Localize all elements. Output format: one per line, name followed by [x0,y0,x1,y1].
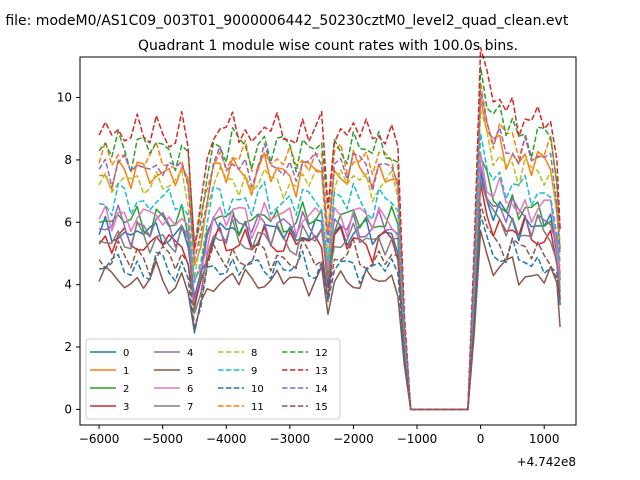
legend-label-4: 4 [187,348,193,359]
x-tick-label: −6000 [79,432,120,446]
legend-label-12: 12 [315,348,328,359]
x-tick-label: 0 [477,432,485,446]
series-line-6 [98,151,561,411]
legend-label-11: 11 [251,402,264,413]
legend-label-8: 8 [251,348,257,359]
legend-label-0: 0 [123,348,129,359]
y-tick-label: 4 [64,278,72,292]
legend-label-13: 13 [315,366,328,377]
x-tick-label: −4000 [206,432,247,446]
chart-title: Quadrant 1 module wise count rates with … [138,38,518,54]
y-tick-label: 6 [64,215,72,229]
plot-area [98,46,561,411]
series-line-13 [98,46,561,411]
x-tick-label: −3000 [270,432,311,446]
series-line-9 [98,132,561,411]
legend-label-6: 6 [187,384,193,395]
x-tick-label: −2000 [333,432,374,446]
series-line-5 [98,229,561,411]
legend-label-9: 9 [251,366,257,377]
legend-label-7: 7 [187,402,193,413]
series-line-7 [98,179,561,411]
x-tick-label: −1000 [397,432,438,446]
y-tick-label: 10 [57,91,72,105]
chart-supertitle: n file: modeM0/AS1C09_003T01_9000006442_… [0,13,569,29]
series-line-11 [98,81,561,411]
legend-label-2: 2 [123,384,129,395]
legend-label-1: 1 [123,366,129,377]
y-tick-label: 0 [64,402,72,416]
series-line-10 [98,214,561,411]
series-line-12 [98,66,561,411]
legend-box [85,338,341,420]
y-tick-label: 8 [64,153,72,167]
legend-label-5: 5 [187,366,193,377]
legend-label-14: 14 [315,384,328,395]
y-axis: 0 2 4 6 8 10 [57,91,80,416]
legend-label-3: 3 [123,402,129,413]
legend-label-15: 15 [315,402,328,413]
series-line-2 [98,156,561,411]
x-tick-label: −5000 [142,432,183,446]
x-axis: −6000 −5000 −4000 −3000 −2000 −1000 0 1000 [79,425,560,446]
series-line-15 [98,202,561,411]
y-tick-label: 2 [64,340,72,354]
x-offset-label: +4.742e8 [517,455,576,469]
series-line-14 [98,89,561,411]
plot-frame [79,56,577,426]
legend-label-10: 10 [251,384,264,395]
x-tick-label: 1000 [529,432,560,446]
